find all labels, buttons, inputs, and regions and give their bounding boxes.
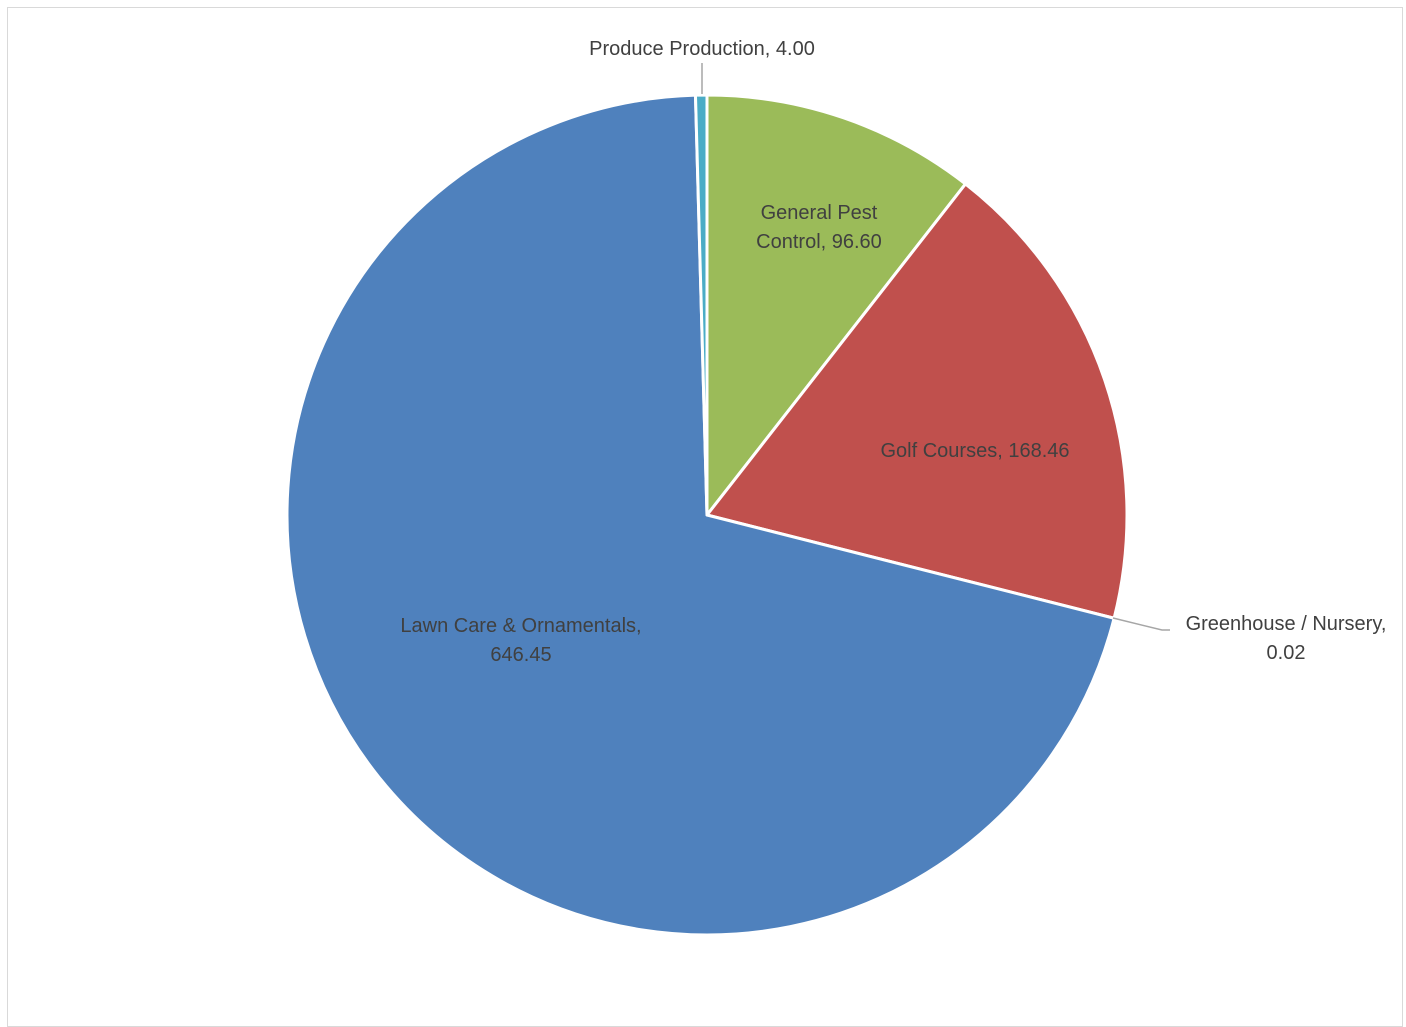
data-label-lawn-care-and-ornamentals: Lawn Care & Ornamentals, 646.45: [400, 615, 641, 666]
data-label-line: Golf Courses, 168.46: [881, 440, 1070, 462]
data-label-general-pest-control: General Pest Control, 96.60: [756, 202, 882, 253]
data-label-line: Control, 96.60: [756, 231, 882, 253]
data-label-golf-courses: Golf Courses, 168.46: [881, 440, 1070, 462]
data-label-greenhouse-nursery: Greenhouse / Nursery, 0.02: [1186, 613, 1387, 664]
data-label-line: Lawn Care & Ornamentals,: [400, 615, 641, 637]
leader-line-greenhouse-nursery: [1112, 617, 1170, 631]
data-label-line: 0.02: [1267, 642, 1306, 664]
pie-slice-golf-courses: [705, 182, 1129, 620]
pie-slice-general-pest-control: [705, 93, 967, 517]
pie-slice-produce-production: [693, 93, 709, 517]
data-label-produce-production: Produce Production, 4.00: [589, 38, 815, 60]
data-label-line: General Pest: [761, 202, 878, 224]
pie-slice-lawn-care-and-ornamentals: [285, 93, 1116, 937]
data-label-line: 646.45: [490, 644, 551, 666]
data-label-line: Produce Production, 4.00: [589, 38, 815, 60]
data-label-line: Greenhouse / Nursery,: [1186, 613, 1387, 635]
